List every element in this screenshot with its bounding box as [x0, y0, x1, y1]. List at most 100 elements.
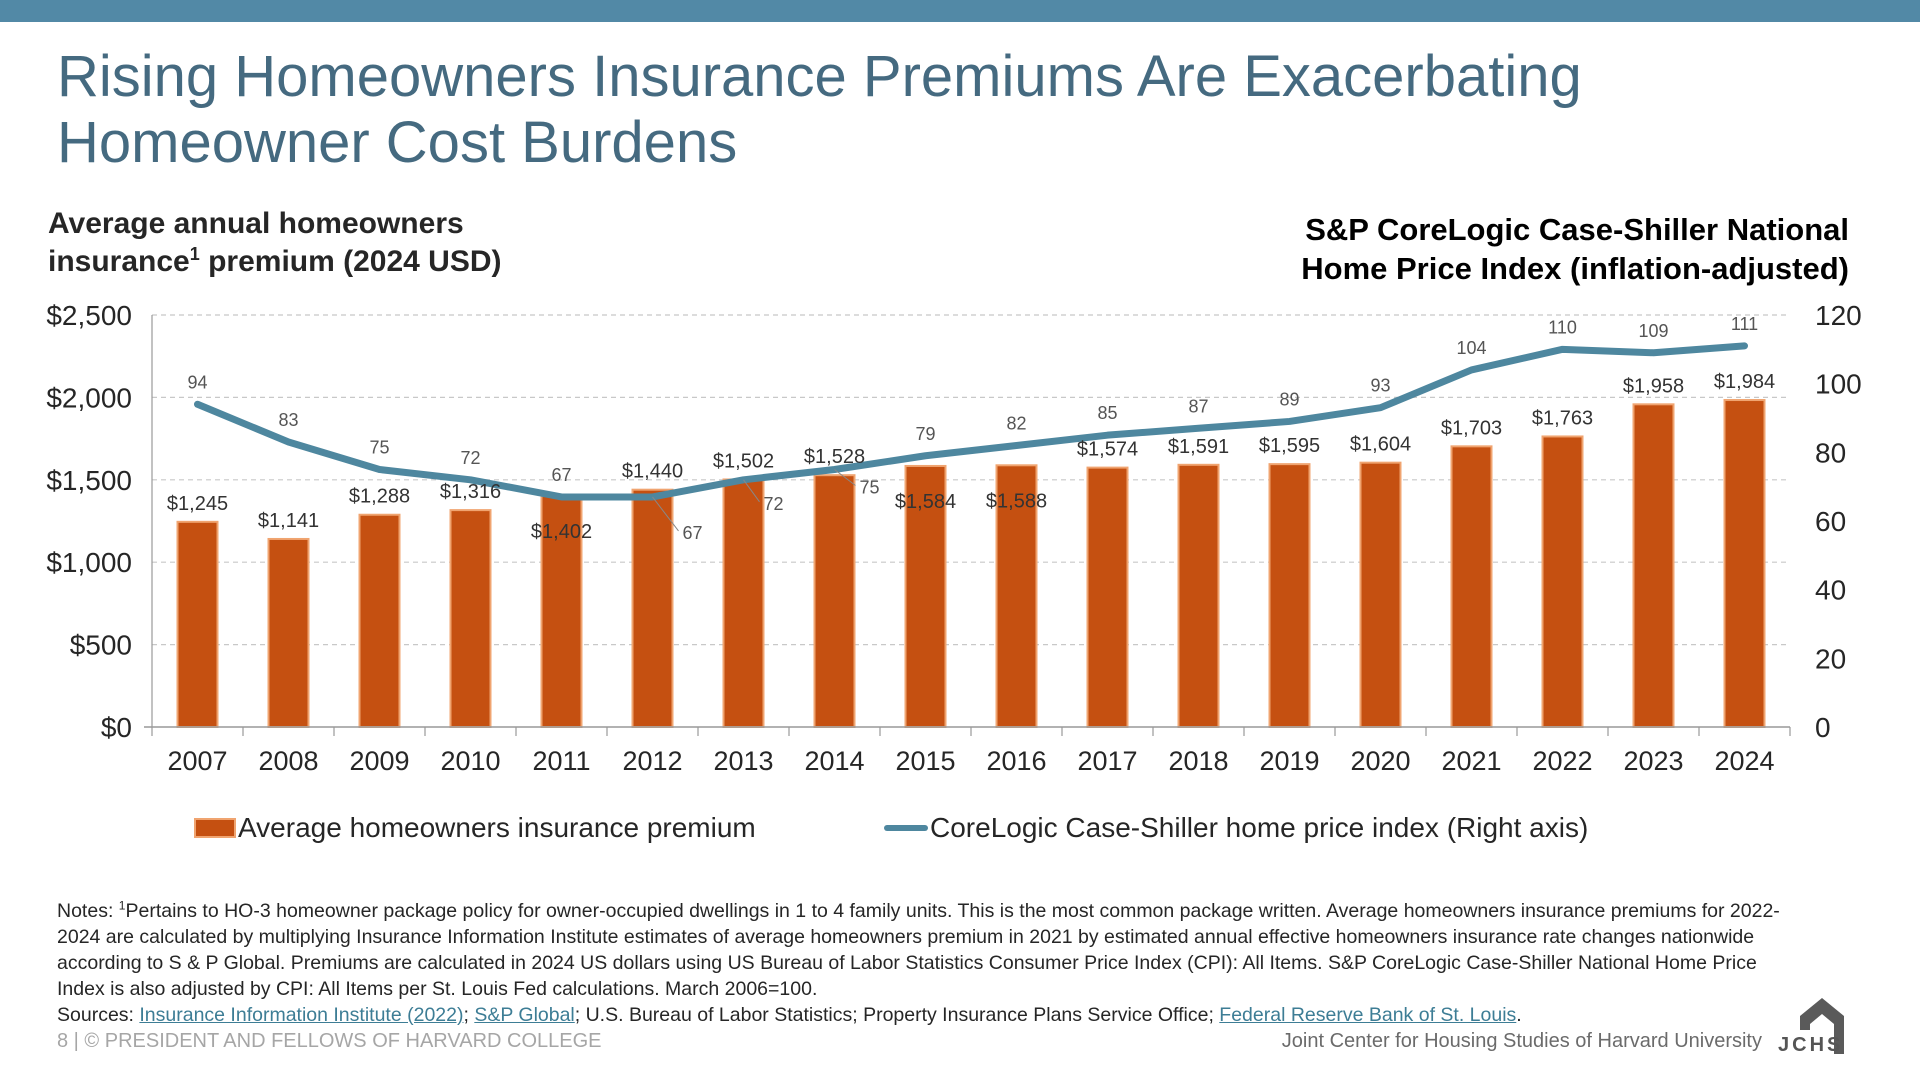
x-axis-tick-label: 2011	[532, 746, 590, 776]
bar-data-label: $1,316	[440, 481, 501, 503]
title-line-2: Homeowner Cost Burdens	[57, 110, 738, 175]
left-axis-title-line-2a: insurance	[48, 245, 190, 278]
x-axis-tick-label: 2024	[1714, 746, 1774, 776]
x-axis-tick-label: 2012	[622, 746, 682, 776]
line-data-labels: 94 83 75 72 67 67 72 75 79 82 85 87 89 93 104 110 109 111	[187, 314, 1758, 543]
bar	[358, 513, 401, 729]
line-data-label: 75	[369, 438, 389, 458]
right-axis-title-line-2: Home Price Index (inflation-adjusted)	[1301, 251, 1849, 286]
legend-bar-swatch	[194, 818, 236, 838]
bar	[1177, 463, 1220, 728]
bar	[267, 537, 310, 728]
bar	[1632, 403, 1675, 728]
axes	[144, 315, 1791, 736]
legend-item-index: CoreLogic Case-Shiller home price index …	[884, 812, 1588, 844]
x-axis-tick-label: 2009	[349, 746, 409, 776]
line-data-label: 111	[1731, 314, 1758, 334]
left-axis-title: Average annual homeowners insurance1 pre…	[48, 205, 502, 281]
bars	[176, 399, 1766, 729]
bar-data-label: $1,588	[986, 490, 1047, 512]
line-data-label: 72	[460, 448, 480, 468]
source-link-iii[interactable]: Insurance Information Institute (2022)	[139, 1004, 464, 1026]
right-axis-tick-label: 80	[1815, 437, 1846, 468]
sources-end: .	[1516, 1004, 1522, 1026]
right-axis-title-line-1: S&P CoreLogic Case-Shiller National	[1305, 212, 1849, 247]
bar-data-label: $1,288	[349, 486, 410, 508]
bar-data-label: $1,604	[1350, 434, 1411, 456]
right-axis-tick-label: 60	[1815, 506, 1846, 537]
x-axis-tick-label: 2019	[1259, 746, 1319, 776]
x-axis-tick-label: 2018	[1168, 746, 1228, 776]
line-label-leader	[652, 496, 679, 532]
right-axis-tick-label: 20	[1815, 643, 1846, 674]
x-axis-tick-label: 2021	[1441, 746, 1501, 776]
notes-text: Pertains to HO-3 homeowner package polic…	[57, 900, 1780, 1000]
left-axis-tick-label: $1,500	[46, 465, 132, 496]
left-axis-ticks: $0 $500 $1,000 $1,500 $2,000 $2,500	[46, 300, 132, 743]
line-label-leader	[834, 469, 856, 486]
left-axis-tick-label: $0	[101, 712, 132, 743]
bar	[176, 520, 219, 728]
jchs-house-icon	[1800, 998, 1844, 1054]
combo-chart: $0 $500 $1,000 $1,500 $2,000 $2,500 0 20 40 60 80…	[46, 300, 1861, 776]
line-label-leader	[743, 479, 760, 503]
legend-item-premium: Average homeowners insurance premium	[194, 812, 756, 844]
page-title: Rising Homeowners Insurance Premiums Are…	[57, 44, 1857, 176]
bar	[722, 478, 765, 728]
bar	[1541, 435, 1584, 728]
bar	[540, 494, 583, 729]
gridlines	[152, 314, 1790, 646]
bar-data-label: $1,595	[1259, 435, 1320, 457]
bar-data-label: $1,574	[1077, 439, 1138, 461]
left-axis-tick-label: $2,500	[46, 300, 132, 331]
legend: Average homeowners insurance premium Cor…	[0, 812, 1920, 852]
source-link-fed-stlouis[interactable]: Federal Reserve Bank of St. Louis	[1219, 1004, 1517, 1026]
line-data-label: 94	[187, 372, 207, 392]
legend-label-premium: Average homeowners insurance premium	[238, 812, 756, 843]
bar	[813, 474, 856, 729]
bar	[1450, 445, 1493, 728]
bar	[1268, 463, 1311, 728]
bar-data-label: $1,703	[1441, 417, 1502, 439]
right-axis-tick-label: 40	[1815, 575, 1846, 606]
sources-text: ; U.S. Bureau of Labor Statistics; Prope…	[574, 1004, 1220, 1026]
x-axis-tick-label: 2014	[804, 746, 864, 776]
header-bar	[0, 0, 1920, 22]
line-data-label: 79	[915, 424, 935, 444]
bar-data-label: $1,141	[258, 510, 319, 532]
left-axis-tick-label: $2,000	[46, 382, 132, 413]
jchs-logo-text: JCHS	[1778, 1034, 1844, 1056]
line-data-label: 104	[1456, 338, 1486, 358]
bar-data-label: $1,402	[531, 521, 592, 543]
right-axis-title: S&P CoreLogic Case-Shiller National Home…	[1301, 210, 1849, 288]
bar	[631, 488, 674, 728]
notes-prefix: Notes:	[57, 900, 119, 922]
source-link-sp-global[interactable]: S&P Global	[474, 1004, 575, 1026]
legend-label-index: CoreLogic Case-Shiller home price index …	[930, 812, 1589, 843]
line-data-label: 87	[1188, 396, 1208, 416]
line-data-label: 83	[278, 410, 298, 430]
line-data-label: 89	[1279, 389, 1299, 409]
price-index-series-line	[194, 342, 1748, 501]
title-line-1: Rising Homeowners Insurance Premiums Are…	[57, 44, 1582, 109]
bar-data-label: $1,245	[167, 493, 228, 515]
left-axis-title-line-2b: premium (2024 USD)	[199, 245, 502, 278]
line-data-label: 110	[1548, 317, 1577, 337]
left-axis-tick-label: $500	[70, 630, 132, 661]
right-axis-tick-label: 0	[1815, 712, 1831, 743]
line-data-label: 82	[1006, 413, 1026, 433]
bar	[995, 464, 1038, 728]
bar	[1359, 461, 1402, 728]
sources-separator: ;	[463, 1004, 475, 1026]
notes-footnote-marker: 1	[118, 898, 126, 913]
footnote-marker: 1	[189, 244, 200, 264]
bar-data-label: $1,763	[1532, 407, 1593, 429]
bar-data-label: $1,584	[895, 491, 956, 513]
x-axis-tick-label: 2016	[986, 746, 1046, 776]
left-axis-title-line-1: Average annual homeowners	[48, 207, 464, 240]
x-axis-tick-label: 2015	[895, 746, 955, 776]
left-axis-tick-label: $1,000	[46, 547, 132, 578]
footer-organization: Joint Center for Housing Studies of Harv…	[1281, 1030, 1762, 1052]
x-axis-tick-label: 2007	[167, 746, 227, 776]
line-data-label: 93	[1370, 376, 1390, 396]
